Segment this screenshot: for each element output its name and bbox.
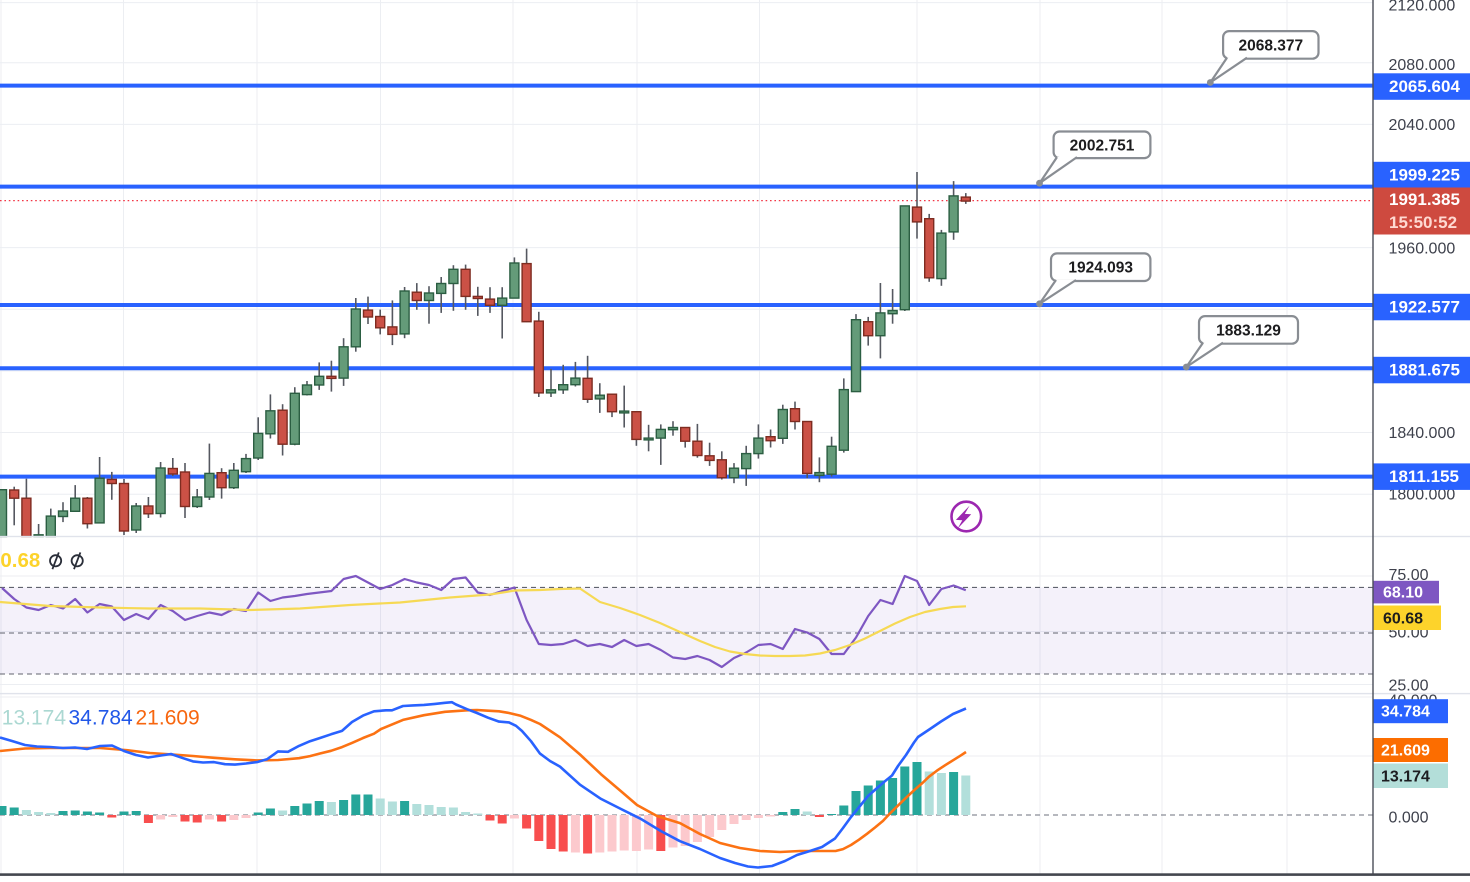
svg-text:60.68: 60.68 (0, 549, 40, 572)
svg-text:15:50:52: 15:50:52 (1389, 213, 1457, 232)
svg-text:1999.225: 1999.225 (1389, 166, 1460, 185)
svg-text:1960.000: 1960.000 (1389, 240, 1456, 257)
svg-text:21.609: 21.609 (136, 707, 200, 730)
svg-text:13.174: 13.174 (2, 707, 67, 730)
svg-text:2002.751: 2002.751 (1070, 137, 1135, 154)
svg-text:1840.000: 1840.000 (1389, 425, 1456, 442)
svg-text:1922.577: 1922.577 (1389, 298, 1460, 317)
svg-text:2065.604: 2065.604 (1389, 77, 1460, 96)
svg-text:2068.377: 2068.377 (1238, 37, 1303, 54)
svg-text:34.784: 34.784 (1381, 704, 1430, 721)
svg-text:1883.129: 1883.129 (1216, 322, 1281, 339)
svg-text:1881.675: 1881.675 (1389, 361, 1460, 380)
svg-text:13.174: 13.174 (1381, 768, 1430, 785)
svg-text:1811.155: 1811.155 (1389, 467, 1459, 486)
svg-text:2080.000: 2080.000 (1389, 57, 1456, 74)
svg-text:1924.093: 1924.093 (1068, 260, 1133, 277)
svg-text:60.68: 60.68 (1383, 610, 1423, 627)
svg-text:2120.000: 2120.000 (1389, 0, 1456, 15)
svg-text:34.784: 34.784 (69, 707, 134, 730)
svg-text:68.10: 68.10 (1383, 585, 1423, 602)
svg-text:21.609: 21.609 (1381, 743, 1430, 760)
svg-text:0.000: 0.000 (1389, 810, 1429, 827)
svg-text:1991.385: 1991.385 (1389, 190, 1460, 209)
svg-text:2040.000: 2040.000 (1389, 117, 1456, 134)
